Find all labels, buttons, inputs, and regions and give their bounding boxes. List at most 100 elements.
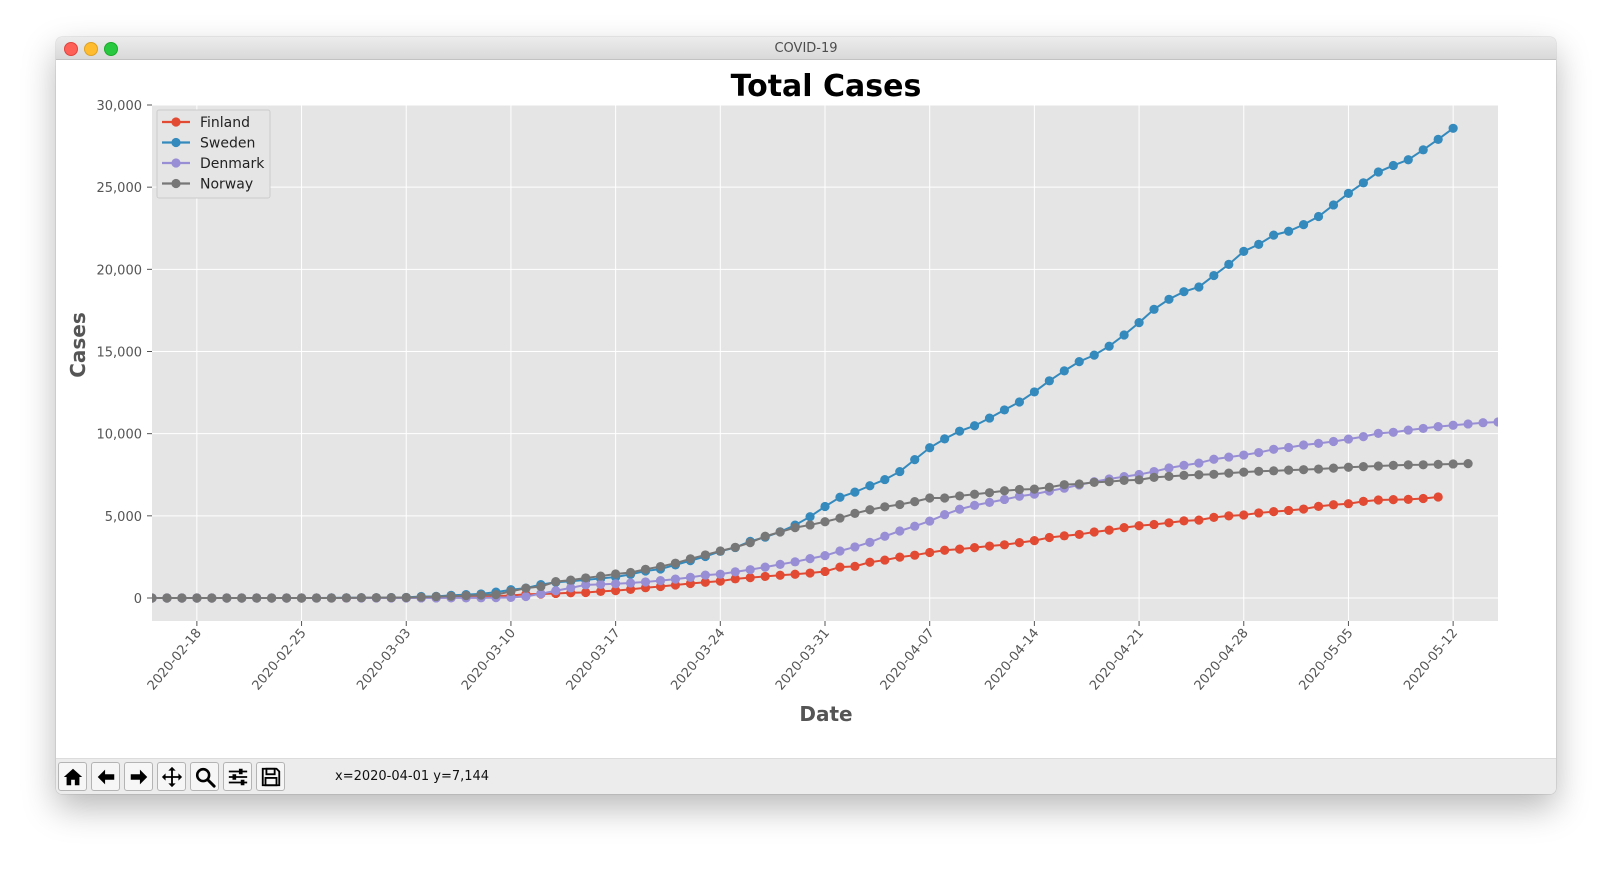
x-tick-label: 2020-03-24 <box>668 626 728 694</box>
legend-label: Norway <box>200 177 253 193</box>
data-point-denmark <box>551 586 561 596</box>
legend-item-finland: Finland <box>162 115 250 131</box>
zoom-button[interactable] <box>190 762 219 791</box>
pan-button[interactable] <box>157 762 186 791</box>
data-point-norway <box>1059 480 1069 490</box>
data-point-sweden <box>1448 123 1458 133</box>
data-point-finland <box>1358 496 1368 506</box>
data-point-denmark <box>1164 463 1174 473</box>
data-point-finland <box>1433 492 1443 502</box>
data-point-norway <box>296 593 307 603</box>
data-point-sweden <box>940 434 950 444</box>
data-point-denmark <box>760 562 770 572</box>
x-tick-label: 2020-03-10 <box>459 626 519 694</box>
data-point-norway <box>625 567 636 578</box>
data-point-sweden <box>1149 304 1159 314</box>
data-point-norway <box>237 593 247 603</box>
y-tick-label: 0 <box>134 592 142 607</box>
legend-label: Denmark <box>200 156 265 172</box>
data-point-norway <box>177 593 187 603</box>
x-tick-label: 2020-04-07 <box>878 626 938 694</box>
data-point-finland <box>745 573 755 583</box>
data-point-norway <box>461 590 471 601</box>
data-point-finland <box>1194 515 1204 525</box>
data-point-finland <box>1209 512 1219 522</box>
data-point-sweden <box>1239 246 1249 256</box>
data-point-denmark <box>730 567 740 577</box>
data-point-denmark <box>1448 420 1458 430</box>
home-button[interactable] <box>58 762 87 791</box>
data-point-norway <box>596 571 606 581</box>
data-point-denmark <box>910 521 920 531</box>
data-point-sweden <box>1044 376 1054 386</box>
data-point-sweden <box>1104 341 1114 351</box>
data-point-norway <box>969 489 980 499</box>
data-point-denmark <box>1418 423 1428 434</box>
sliders-icon <box>228 768 247 785</box>
data-point-sweden <box>1119 330 1129 340</box>
data-point-finland <box>850 561 860 571</box>
y-tick-label: 10,000 <box>97 428 143 443</box>
x-axis-label: Date <box>799 702 852 726</box>
data-point-sweden <box>969 421 980 431</box>
data-point-sweden <box>865 481 875 491</box>
data-point-denmark <box>925 516 935 526</box>
data-point-sweden <box>1089 350 1099 360</box>
data-point-norway <box>341 593 352 603</box>
data-point-finland <box>715 576 725 586</box>
data-point-denmark <box>790 557 800 567</box>
data-point-norway <box>1358 461 1368 472</box>
home-icon <box>63 768 82 785</box>
data-point-sweden <box>835 492 845 502</box>
x-tick-label: 2020-04-14 <box>982 626 1042 694</box>
data-point-sweden <box>1343 188 1354 198</box>
chart-title: Total Cases <box>731 69 922 104</box>
data-point-sweden <box>1254 239 1264 249</box>
cursor-coordinates: x=2020-04-01 y=7,144 <box>335 769 490 784</box>
data-point-denmark <box>1254 447 1264 458</box>
data-point-norway <box>775 527 785 537</box>
data-point-denmark <box>999 494 1010 505</box>
data-point-norway <box>371 593 381 603</box>
data-point-finland <box>1269 507 1279 517</box>
data-point-denmark <box>521 591 531 602</box>
x-tick-label: 2020-02-25 <box>250 626 310 694</box>
data-point-finland <box>760 571 770 582</box>
data-point-sweden <box>1134 318 1144 328</box>
data-point-finland <box>1239 510 1249 520</box>
legend-swatch-marker <box>171 178 181 189</box>
data-point-norway <box>1134 475 1144 485</box>
data-point-sweden <box>984 413 995 423</box>
data-point-denmark <box>1373 428 1383 438</box>
data-point-finland <box>1164 518 1174 528</box>
data-point-norway <box>1089 477 1099 487</box>
data-point-norway <box>1448 459 1458 469</box>
y-tick-label: 30,000 <box>97 99 143 114</box>
data-point-norway <box>1328 463 1339 473</box>
data-point-sweden <box>1358 178 1368 188</box>
series-layer <box>152 123 1498 603</box>
data-point-norway <box>152 593 157 603</box>
configure-subplots-button[interactable] <box>223 762 252 791</box>
maximize-window-button[interactable] <box>104 42 118 56</box>
close-window-button[interactable] <box>64 42 78 56</box>
x-tick-label: 2020-03-17 <box>564 626 624 694</box>
minimize-window-button[interactable] <box>84 42 98 56</box>
data-point-finland <box>1044 532 1054 543</box>
x-tick-label: 2020-02-18 <box>145 626 205 694</box>
save-button[interactable] <box>256 762 285 791</box>
back-button[interactable] <box>91 762 120 791</box>
data-point-norway <box>984 488 995 498</box>
data-point-finland <box>625 584 636 594</box>
line-chart[interactable]: 0 5,000 10,000 15,000 20,000 25,000 30,000 202… <box>56 59 1556 758</box>
data-point-norway <box>252 593 262 603</box>
y-tick-label: 5,000 <box>105 510 142 525</box>
data-point-norway <box>640 564 651 574</box>
data-point-norway <box>1388 460 1398 470</box>
legend-frame <box>156 109 271 199</box>
forward-button[interactable] <box>124 762 153 791</box>
data-point-finland <box>1089 527 1099 537</box>
arrow-right-icon <box>130 769 147 784</box>
data-point-finland <box>895 552 905 562</box>
data-point-norway <box>1373 461 1383 471</box>
